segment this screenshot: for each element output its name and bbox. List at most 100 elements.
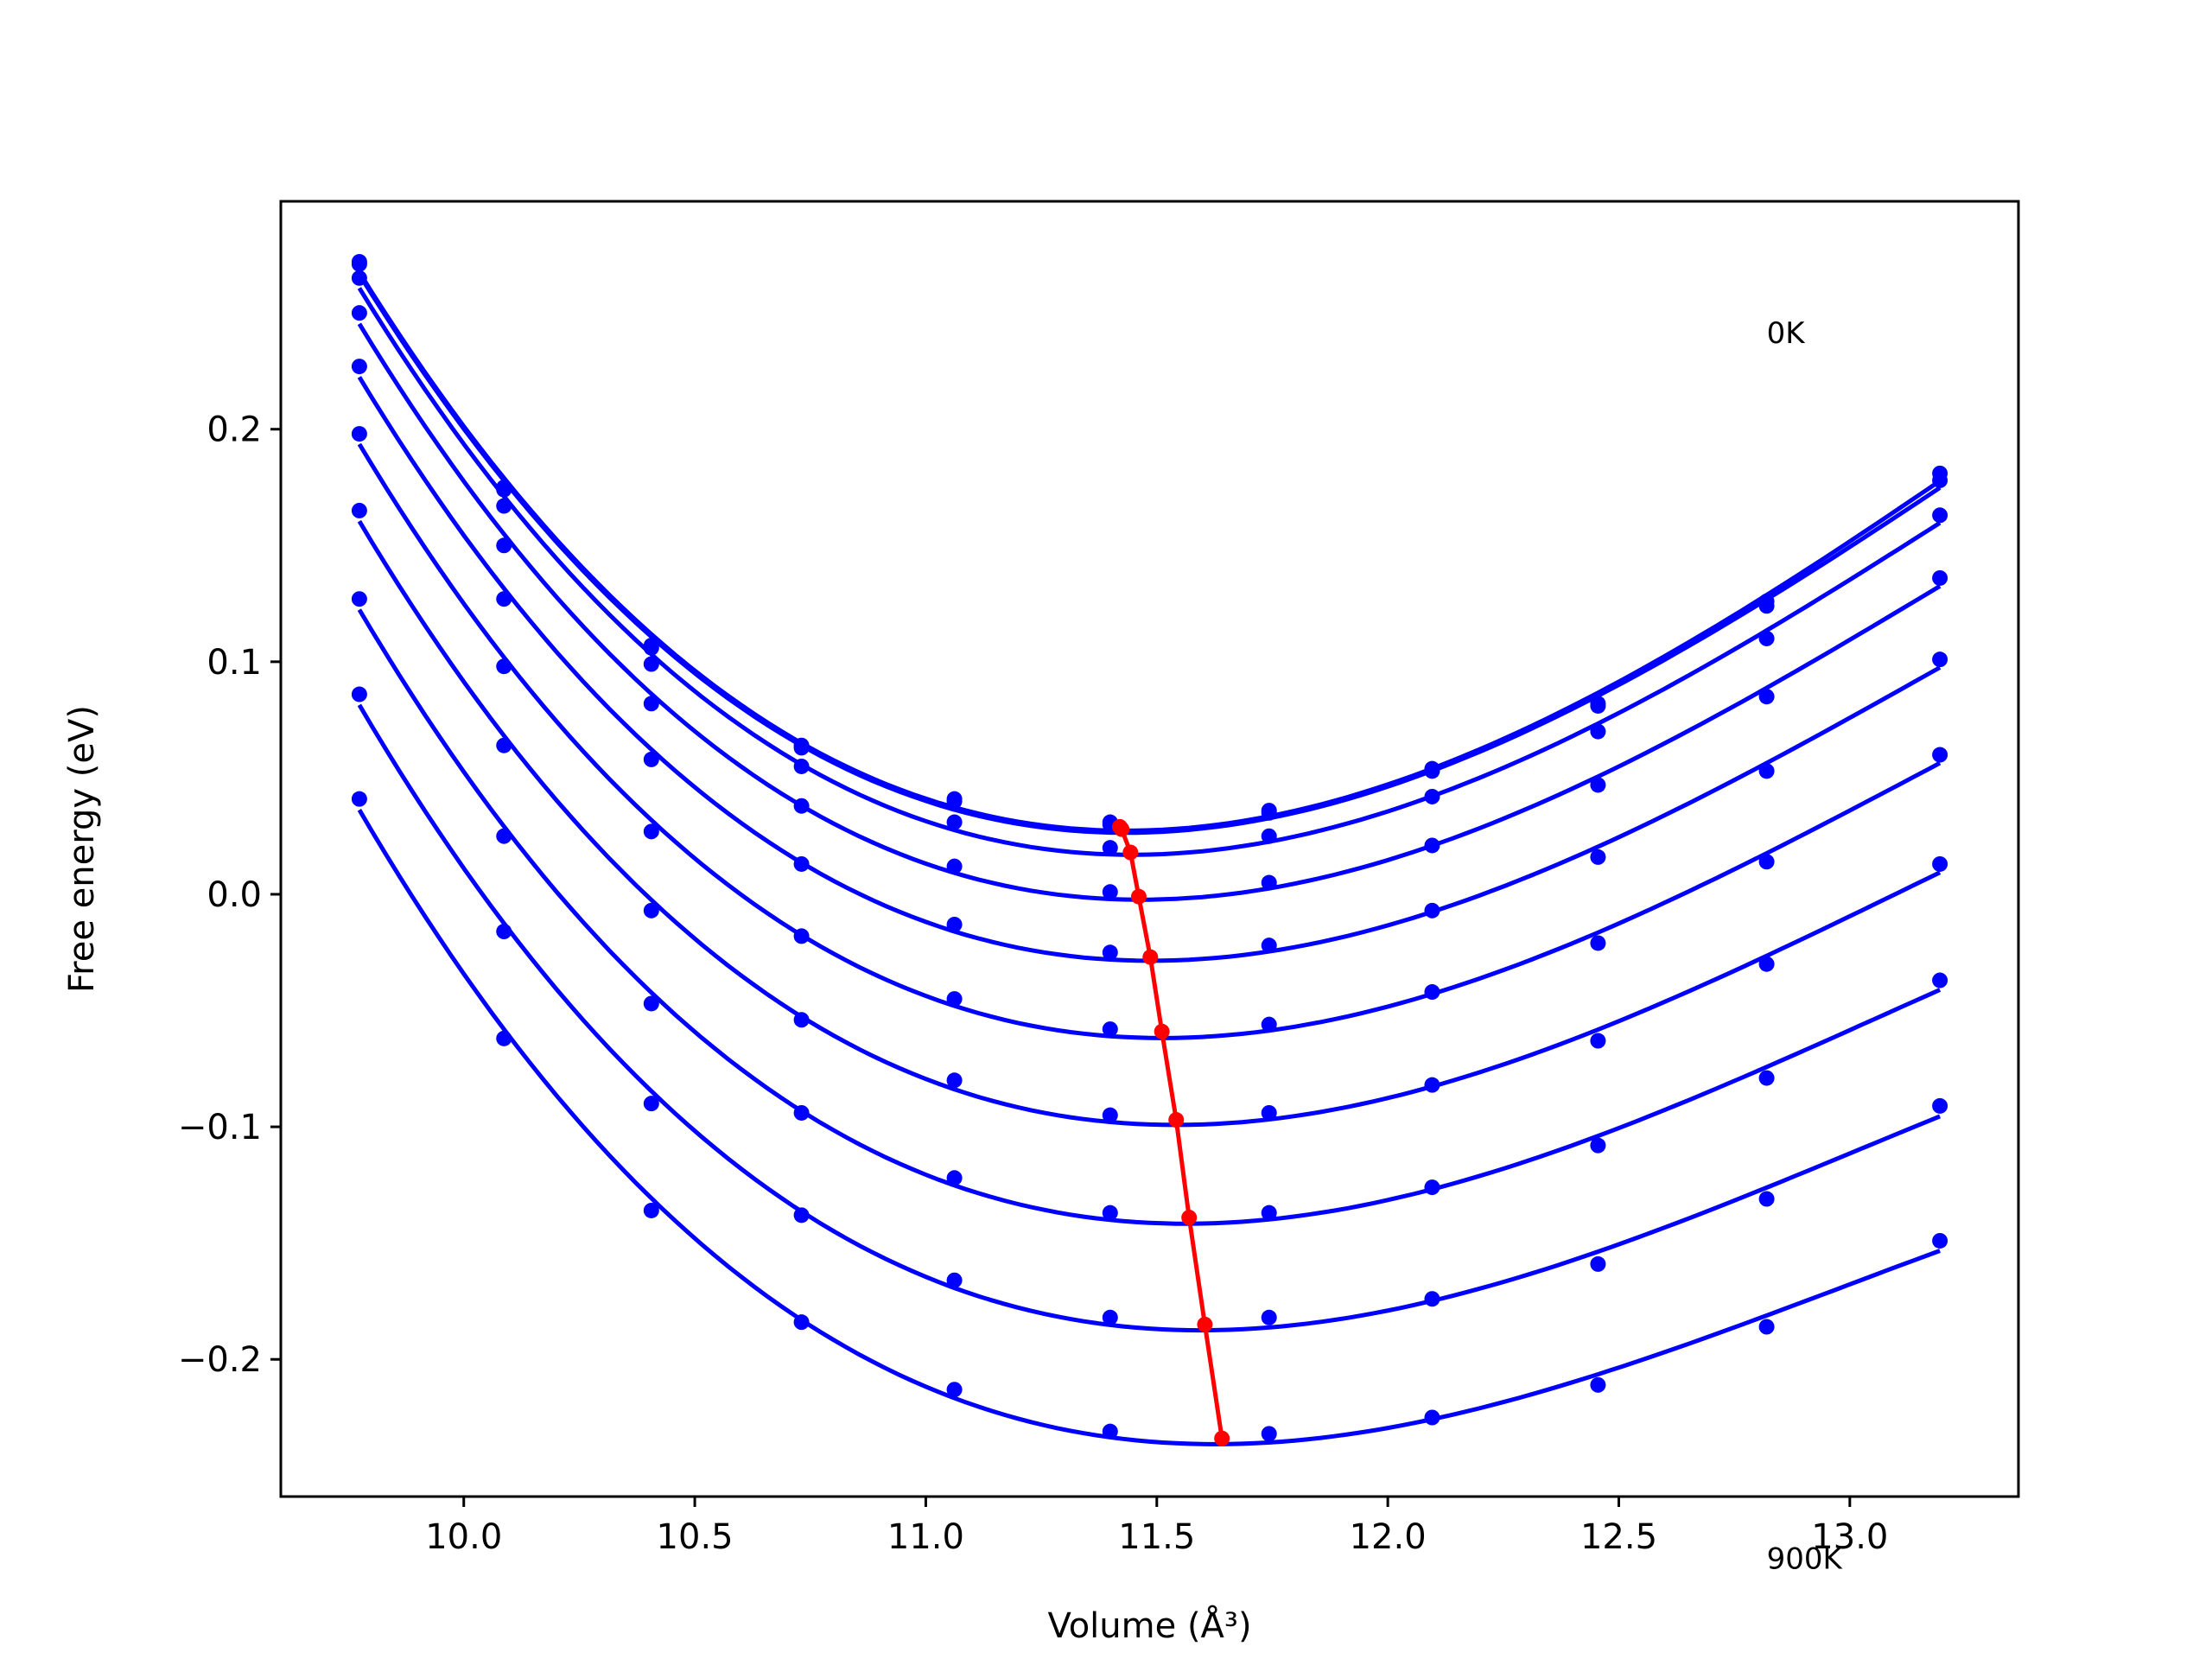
y-axis-label: Free energy (eV) — [62, 705, 102, 993]
data-point-700K — [793, 1104, 810, 1121]
series-line-200K — [357, 287, 1942, 857]
data-point-300K — [1424, 837, 1440, 854]
data-point-100K — [1590, 697, 1606, 714]
y-axis: −0.2 −0.1 0.0 0.1 0.2 — [178, 410, 281, 1380]
minimum-point — [1130, 888, 1147, 905]
minimum-point — [1214, 1430, 1230, 1446]
data-point-600K — [1590, 1033, 1606, 1049]
data-point-100K — [946, 793, 963, 810]
data-point-800K — [1758, 1191, 1775, 1207]
series-line-900K — [357, 809, 1941, 1446]
x-axis-label: Volume (Å³) — [1047, 1605, 1251, 1646]
data-point-900K — [1102, 1423, 1118, 1440]
data-point-100K — [793, 740, 810, 756]
data-point-600K — [643, 902, 659, 918]
minimum-point — [1114, 821, 1130, 837]
data-point-400K — [1758, 763, 1775, 779]
x-tick-label: 13.0 — [1811, 1517, 1888, 1557]
data-point-700K — [1261, 1205, 1277, 1221]
data-point-500K — [793, 928, 810, 944]
y-tick-label: 0.0 — [207, 875, 262, 915]
data-point-200K — [1424, 788, 1440, 804]
data-point-700K — [1590, 1137, 1606, 1154]
data-point-200K — [1590, 723, 1606, 740]
data-point-300K — [1102, 884, 1118, 900]
data-point-700K — [1102, 1205, 1118, 1221]
data-point-900K — [351, 791, 367, 807]
data-point-200K — [643, 656, 659, 672]
data-point-700K — [351, 591, 367, 607]
data-point-900K — [1261, 1426, 1277, 1442]
data-point-800K — [496, 924, 512, 940]
data-point-400K — [946, 916, 963, 932]
x-tick-label: 12.5 — [1580, 1517, 1657, 1557]
data-point-400K — [1261, 938, 1277, 954]
data-point-600K — [1261, 1104, 1277, 1121]
x-axis: 10.0 10.5 11.0 11.5 12.0 12.5 13.0 — [425, 1497, 1888, 1557]
data-point-200K — [946, 814, 963, 830]
data-point-200K — [351, 270, 367, 286]
data-point-900K — [1590, 1376, 1606, 1393]
data-point-300K — [1932, 569, 1948, 586]
data-point-100K — [1758, 598, 1775, 614]
minimum-point — [1181, 1210, 1198, 1226]
y-tick-label: −0.2 — [178, 1340, 262, 1380]
data-point-700K — [496, 828, 512, 844]
data-point-400K — [1932, 652, 1948, 668]
data-point-400K — [351, 359, 367, 375]
data-point-300K — [1758, 689, 1775, 705]
data-point-500K — [1424, 984, 1440, 1001]
data-point-600K — [351, 502, 367, 518]
data-point-700K — [643, 995, 659, 1012]
x-tick-label: 11.5 — [1118, 1517, 1195, 1557]
x-tick-label: 10.0 — [425, 1517, 502, 1557]
minimum-point — [1197, 1316, 1213, 1332]
data-point-600K — [496, 737, 512, 753]
data-point-900K — [496, 1030, 512, 1046]
data-point-100K — [1424, 763, 1440, 779]
data-point-800K — [1261, 1309, 1277, 1325]
data-point-500K — [1590, 935, 1606, 951]
data-point-800K — [1102, 1309, 1118, 1325]
data-point-200K — [496, 498, 512, 514]
data-point-100K — [351, 256, 367, 272]
data-point-800K — [1932, 1097, 1948, 1114]
x-tick-label: 11.0 — [887, 1517, 964, 1557]
series-line-100K — [357, 273, 1942, 836]
data-point-600K — [1758, 956, 1775, 972]
minimum-point — [1142, 949, 1159, 965]
data-point-500K — [351, 426, 367, 442]
data-point-700K — [1758, 1070, 1775, 1086]
data-point-100K — [1932, 472, 1948, 488]
data-point-800K — [1590, 1255, 1606, 1272]
data-point-200K — [1758, 630, 1775, 646]
series-line-0K — [357, 270, 1942, 833]
data-point-700K — [946, 1170, 963, 1186]
series-group — [351, 253, 1948, 1446]
minimum-point — [1168, 1112, 1185, 1128]
minimum-point — [1154, 1023, 1170, 1039]
data-point-900K — [1758, 1319, 1775, 1335]
x-tick-label: 10.5 — [657, 1517, 734, 1557]
data-point-200K — [1261, 828, 1277, 844]
data-point-800K — [946, 1272, 963, 1288]
data-point-400K — [643, 751, 659, 767]
data-point-400K — [1102, 944, 1118, 961]
data-point-900K — [946, 1382, 963, 1398]
data-point-400K — [1590, 849, 1606, 865]
data-point-300K — [793, 798, 810, 814]
data-point-200K — [1932, 507, 1948, 524]
data-point-600K — [1932, 855, 1948, 872]
data-point-500K — [1932, 747, 1948, 763]
minima-group — [1112, 818, 1230, 1446]
data-point-900K — [1932, 1232, 1948, 1249]
y-tick-label: 0.1 — [207, 643, 262, 683]
series-line-600K — [357, 519, 1942, 1128]
series-line-700K — [357, 608, 1942, 1226]
y-tick-label: 0.2 — [207, 410, 262, 450]
series-line-800K — [357, 703, 1942, 1333]
x-tick-label: 12.0 — [1350, 1517, 1427, 1557]
data-point-200K — [793, 758, 810, 774]
annotation-0K: 0K — [1767, 316, 1807, 351]
